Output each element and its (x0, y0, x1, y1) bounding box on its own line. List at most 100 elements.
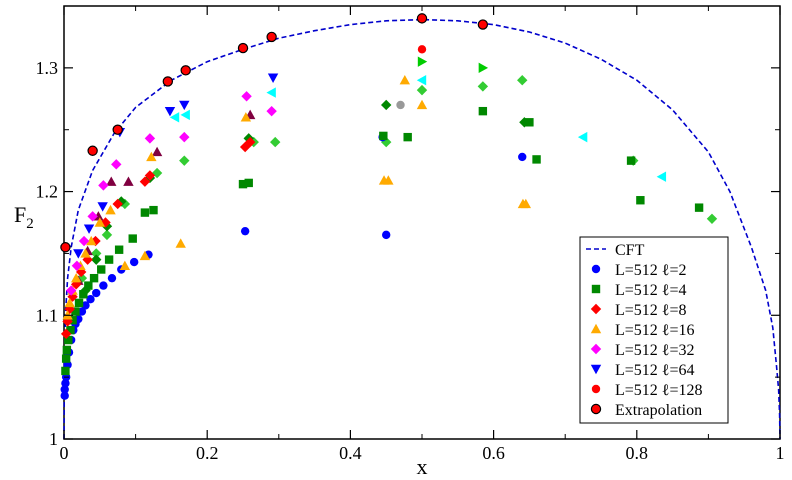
data-point-extra-5 (519, 117, 530, 128)
data-point-series-1 (61, 354, 71, 363)
y-tick-label: 1 (49, 429, 58, 449)
data-point-series-4 (71, 260, 83, 271)
legend-label-cft: CFT (615, 242, 645, 259)
data-point-series-3 (416, 99, 428, 110)
data-point-series-1 (636, 196, 645, 205)
data-point-series-1 (104, 255, 114, 264)
data-point-series-3 (80, 248, 91, 258)
data-point-series-3 (175, 238, 186, 248)
data-point-series-5 (267, 73, 279, 83)
data-point-series-5 (164, 106, 176, 117)
legend-label: L=512 ℓ=2 (615, 262, 686, 279)
x-tick-label: 0 (60, 443, 69, 463)
data-point-extra-0 (91, 248, 102, 259)
data-point-extra-2 (106, 176, 117, 186)
legend-swatch (590, 403, 602, 415)
data-point-extra-1 (577, 131, 588, 143)
legend-label: L=512 ℓ=128 (615, 382, 702, 399)
legend-label: L=512 ℓ=8 (615, 302, 686, 319)
data-point-series-1 (97, 265, 106, 274)
data-point-series-5 (97, 202, 108, 212)
x-axis-label: x (417, 454, 428, 479)
data-point-series-3 (64, 297, 75, 308)
legend-label: L=512 ℓ=16 (615, 322, 694, 339)
data-point-series-6 (417, 45, 427, 54)
x-tick-label: 0.8 (626, 443, 649, 463)
data-point-series-1 (64, 335, 73, 345)
data-point-series-1 (66, 325, 75, 335)
data-point-series-2 (82, 254, 93, 265)
data-point-series-1 (694, 203, 704, 212)
data-point-series-3 (146, 151, 157, 162)
y-tick-label: 1.2 (36, 182, 59, 202)
legend: CFT L=512 ℓ=2 L=512 ℓ=4 L=512 ℓ=8 L=512 ℓ=16… (579, 236, 729, 424)
data-point-series-0 (382, 230, 391, 240)
data-point-series-4 (241, 91, 252, 102)
data-point-extra-0 (101, 229, 113, 241)
data-point-series-4 (144, 133, 156, 144)
cft-curve (63, 18, 781, 440)
data-point-series-0 (518, 152, 527, 162)
legend-swatch (590, 303, 602, 315)
data-point-series-1 (478, 106, 488, 116)
data-point-extrapolation (162, 76, 174, 87)
data-point-series-0 (86, 295, 95, 304)
data-point-series-4 (78, 235, 90, 247)
data-point-extrapolation (180, 65, 191, 76)
data-point-series-0 (81, 301, 90, 310)
legend-label: Extrapolation (615, 402, 702, 419)
legend-swatch (591, 264, 601, 274)
data-point-series-3 (105, 204, 116, 215)
data-point-series-4 (179, 131, 190, 143)
data-point-series-1 (74, 298, 84, 308)
data-point-series-1 (403, 132, 412, 142)
data-point-extra-3 (396, 100, 405, 110)
data-point-extra-1 (416, 75, 427, 86)
data-point-series-1 (84, 281, 93, 290)
data-point-series-0 (92, 288, 101, 298)
data-point-series-1 (238, 179, 248, 189)
data-point-extrapolation (237, 42, 249, 54)
data-point-series-3 (94, 217, 105, 227)
data-point-extra-0 (517, 75, 528, 86)
legend-label: L=512 ℓ=4 (615, 282, 686, 299)
data-point-series-0 (129, 257, 139, 267)
data-point-series-1 (61, 366, 70, 376)
data-point-series-1 (62, 345, 72, 355)
data-point-series-2 (244, 136, 256, 148)
data-point-series-3 (383, 175, 394, 185)
data-point-extra-1 (169, 112, 180, 123)
data-point-series-3 (119, 260, 131, 270)
data-point-series-1 (532, 155, 541, 164)
data-point-extrapolation (477, 19, 489, 30)
data-point-series-2 (100, 217, 111, 228)
data-point-series-0 (60, 391, 69, 400)
data-point-extra-1 (266, 87, 276, 98)
x-tick-label: 0.6 (482, 443, 505, 463)
data-point-extrapolation (60, 242, 71, 253)
data-point-series-1 (149, 205, 158, 215)
data-point-extra-5 (91, 254, 102, 265)
data-point-series-4 (111, 159, 122, 170)
data-point-series-3 (520, 198, 532, 209)
legend-box (579, 236, 729, 424)
data-point-extra-0 (477, 81, 489, 92)
axes: 0 0.2 0.4 0.6 0.8 1 1 1.1 1.2 1.3 (36, 5, 785, 463)
plot-content (60, 13, 781, 440)
data-point-series-3 (240, 112, 252, 122)
data-point-extra-0 (179, 155, 190, 166)
data-point-series-5 (73, 249, 84, 259)
data-point-extra-2 (123, 176, 134, 186)
data-point-series-5 (83, 224, 95, 234)
data-point-series-0 (61, 379, 70, 388)
x-tick-label: 0.2 (196, 443, 219, 463)
data-point-series-1 (71, 307, 80, 316)
data-point-extra-0 (706, 213, 718, 224)
data-point-series-3 (70, 272, 82, 283)
data-point-extrapolation (87, 145, 98, 156)
legend-swatch (590, 343, 602, 355)
legend-label: L=512 ℓ=64 (615, 362, 694, 379)
legend-swatch (591, 284, 601, 294)
data-point-extra-1 (180, 109, 190, 121)
